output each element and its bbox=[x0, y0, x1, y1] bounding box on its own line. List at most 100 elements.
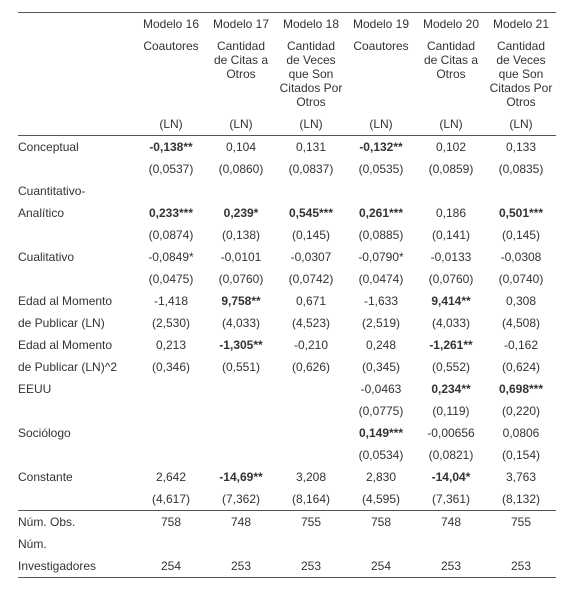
cell-value: (0,0475) bbox=[136, 268, 206, 290]
cell-value bbox=[136, 533, 206, 555]
cell-value bbox=[416, 533, 486, 555]
row-label: Edad al Momento bbox=[18, 290, 136, 312]
cell-value: 0,133 bbox=[486, 136, 556, 159]
table-body: Conceptual-0,138**0,1040,131-0,132**0,10… bbox=[18, 136, 556, 578]
col-model: Modelo 18 bbox=[276, 13, 346, 36]
table-row: Cualitativo-0,0849*-0,0101-0,0307-0,0790… bbox=[18, 246, 556, 268]
cell-value: 748 bbox=[416, 511, 486, 534]
cell-value: 758 bbox=[136, 511, 206, 534]
cell-value: -14,69** bbox=[206, 466, 276, 488]
cell-value: -0,0101 bbox=[206, 246, 276, 268]
cell-value: 0,102 bbox=[416, 136, 486, 159]
cell-value: 0,131 bbox=[276, 136, 346, 159]
cell-value: 0,186 bbox=[416, 202, 486, 224]
row-label: Investigadores bbox=[18, 555, 136, 578]
table-row: Investigadores254253253254253253 bbox=[18, 555, 556, 578]
cell-value: (0,0874) bbox=[136, 224, 206, 246]
cell-value: -0,210 bbox=[276, 334, 346, 356]
col-depvar: Coautores bbox=[136, 35, 206, 113]
table-row: EEUU-0,04630,234**0,698*** bbox=[18, 378, 556, 400]
cell-value: 0,104 bbox=[206, 136, 276, 159]
cell-value: 2,642 bbox=[136, 466, 206, 488]
table-row: Analítico0,233***0,239*0,545***0,261***0… bbox=[18, 202, 556, 224]
col-unit: (LN) bbox=[136, 113, 206, 136]
cell-value bbox=[486, 180, 556, 202]
cell-value bbox=[206, 180, 276, 202]
cell-value: (7,361) bbox=[416, 488, 486, 511]
cell-value bbox=[486, 533, 556, 555]
cell-value bbox=[276, 400, 346, 422]
cell-value bbox=[206, 444, 276, 466]
cell-value: (0,220) bbox=[486, 400, 556, 422]
cell-value bbox=[346, 180, 416, 202]
table-row: (4,617)(7,362)(8,164)(4,595)(7,361)(8,13… bbox=[18, 488, 556, 511]
cell-value: 0,261*** bbox=[346, 202, 416, 224]
row-label: Núm. Obs. bbox=[18, 511, 136, 534]
cell-value: (0,0474) bbox=[346, 268, 416, 290]
row-label bbox=[18, 444, 136, 466]
row-label bbox=[18, 400, 136, 422]
cell-value: 755 bbox=[276, 511, 346, 534]
cell-value: (0,551) bbox=[206, 356, 276, 378]
cell-value: 2,830 bbox=[346, 466, 416, 488]
cell-value: (8,132) bbox=[486, 488, 556, 511]
cell-value: (0,0760) bbox=[416, 268, 486, 290]
cell-value: -0,0790* bbox=[346, 246, 416, 268]
col-model: Modelo 16 bbox=[136, 13, 206, 36]
row-label: Edad al Momento bbox=[18, 334, 136, 356]
table-header: Modelo 16 Modelo 17 Modelo 18 Modelo 19 … bbox=[18, 13, 556, 136]
col-depvar: Cantidad de Citas a Otros bbox=[206, 35, 276, 113]
cell-value: (0,141) bbox=[416, 224, 486, 246]
cell-value: (2,530) bbox=[136, 312, 206, 334]
cell-value: -0,00656 bbox=[416, 422, 486, 444]
cell-value bbox=[416, 180, 486, 202]
cell-value: 0,213 bbox=[136, 334, 206, 356]
cell-value: (0,0534) bbox=[346, 444, 416, 466]
cell-value: (0,0859) bbox=[416, 158, 486, 180]
row-label: de Publicar (LN)^2 bbox=[18, 356, 136, 378]
cell-value bbox=[276, 378, 346, 400]
cell-value bbox=[346, 533, 416, 555]
cell-value: (4,523) bbox=[276, 312, 346, 334]
col-model: Modelo 21 bbox=[486, 13, 556, 36]
cell-value: 3,763 bbox=[486, 466, 556, 488]
cell-value: 253 bbox=[486, 555, 556, 578]
table-row: Constante2,642-14,69**3,2082,830-14,04*3… bbox=[18, 466, 556, 488]
cell-value: 9,414** bbox=[416, 290, 486, 312]
col-depvar: Coautores bbox=[346, 35, 416, 113]
cell-value: (0,624) bbox=[486, 356, 556, 378]
table-row: (0,0874)(0,138)(0,145)(0,0885)(0,141)(0,… bbox=[18, 224, 556, 246]
cell-value: -0,138** bbox=[136, 136, 206, 159]
cell-value: -1,261** bbox=[416, 334, 486, 356]
table-row: (0,0537)(0,0860)(0,0837)(0,0535)(0,0859)… bbox=[18, 158, 556, 180]
cell-value bbox=[276, 444, 346, 466]
cell-value: 3,208 bbox=[276, 466, 346, 488]
cell-value: (0,154) bbox=[486, 444, 556, 466]
col-model: Modelo 20 bbox=[416, 13, 486, 36]
cell-value: 755 bbox=[486, 511, 556, 534]
cell-value: -0,0133 bbox=[416, 246, 486, 268]
cell-value bbox=[206, 400, 276, 422]
cell-value bbox=[276, 533, 346, 555]
cell-value: 254 bbox=[346, 555, 416, 578]
cell-value: -0,0463 bbox=[346, 378, 416, 400]
cell-value: (7,362) bbox=[206, 488, 276, 511]
row-label: Conceptual bbox=[18, 136, 136, 159]
cell-value: (0,0837) bbox=[276, 158, 346, 180]
cell-value: (0,0760) bbox=[206, 268, 276, 290]
cell-value: 758 bbox=[346, 511, 416, 534]
cell-value: -0,162 bbox=[486, 334, 556, 356]
col-depvar: Cantidad de Citas a Otros bbox=[416, 35, 486, 113]
row-label bbox=[18, 158, 136, 180]
col-model: Modelo 17 bbox=[206, 13, 276, 36]
row-label bbox=[18, 268, 136, 290]
table-row: de Publicar (LN)^2(0,346)(0,551)(0,626)(… bbox=[18, 356, 556, 378]
col-unit: (LN) bbox=[346, 113, 416, 136]
cell-value: (4,508) bbox=[486, 312, 556, 334]
cell-value: (0,626) bbox=[276, 356, 346, 378]
row-label: Sociólogo bbox=[18, 422, 136, 444]
cell-value bbox=[206, 422, 276, 444]
table-row: (0,0475)(0,0760)(0,0742)(0,0474)(0,0760)… bbox=[18, 268, 556, 290]
row-label bbox=[18, 224, 136, 246]
cell-value: 0,545*** bbox=[276, 202, 346, 224]
